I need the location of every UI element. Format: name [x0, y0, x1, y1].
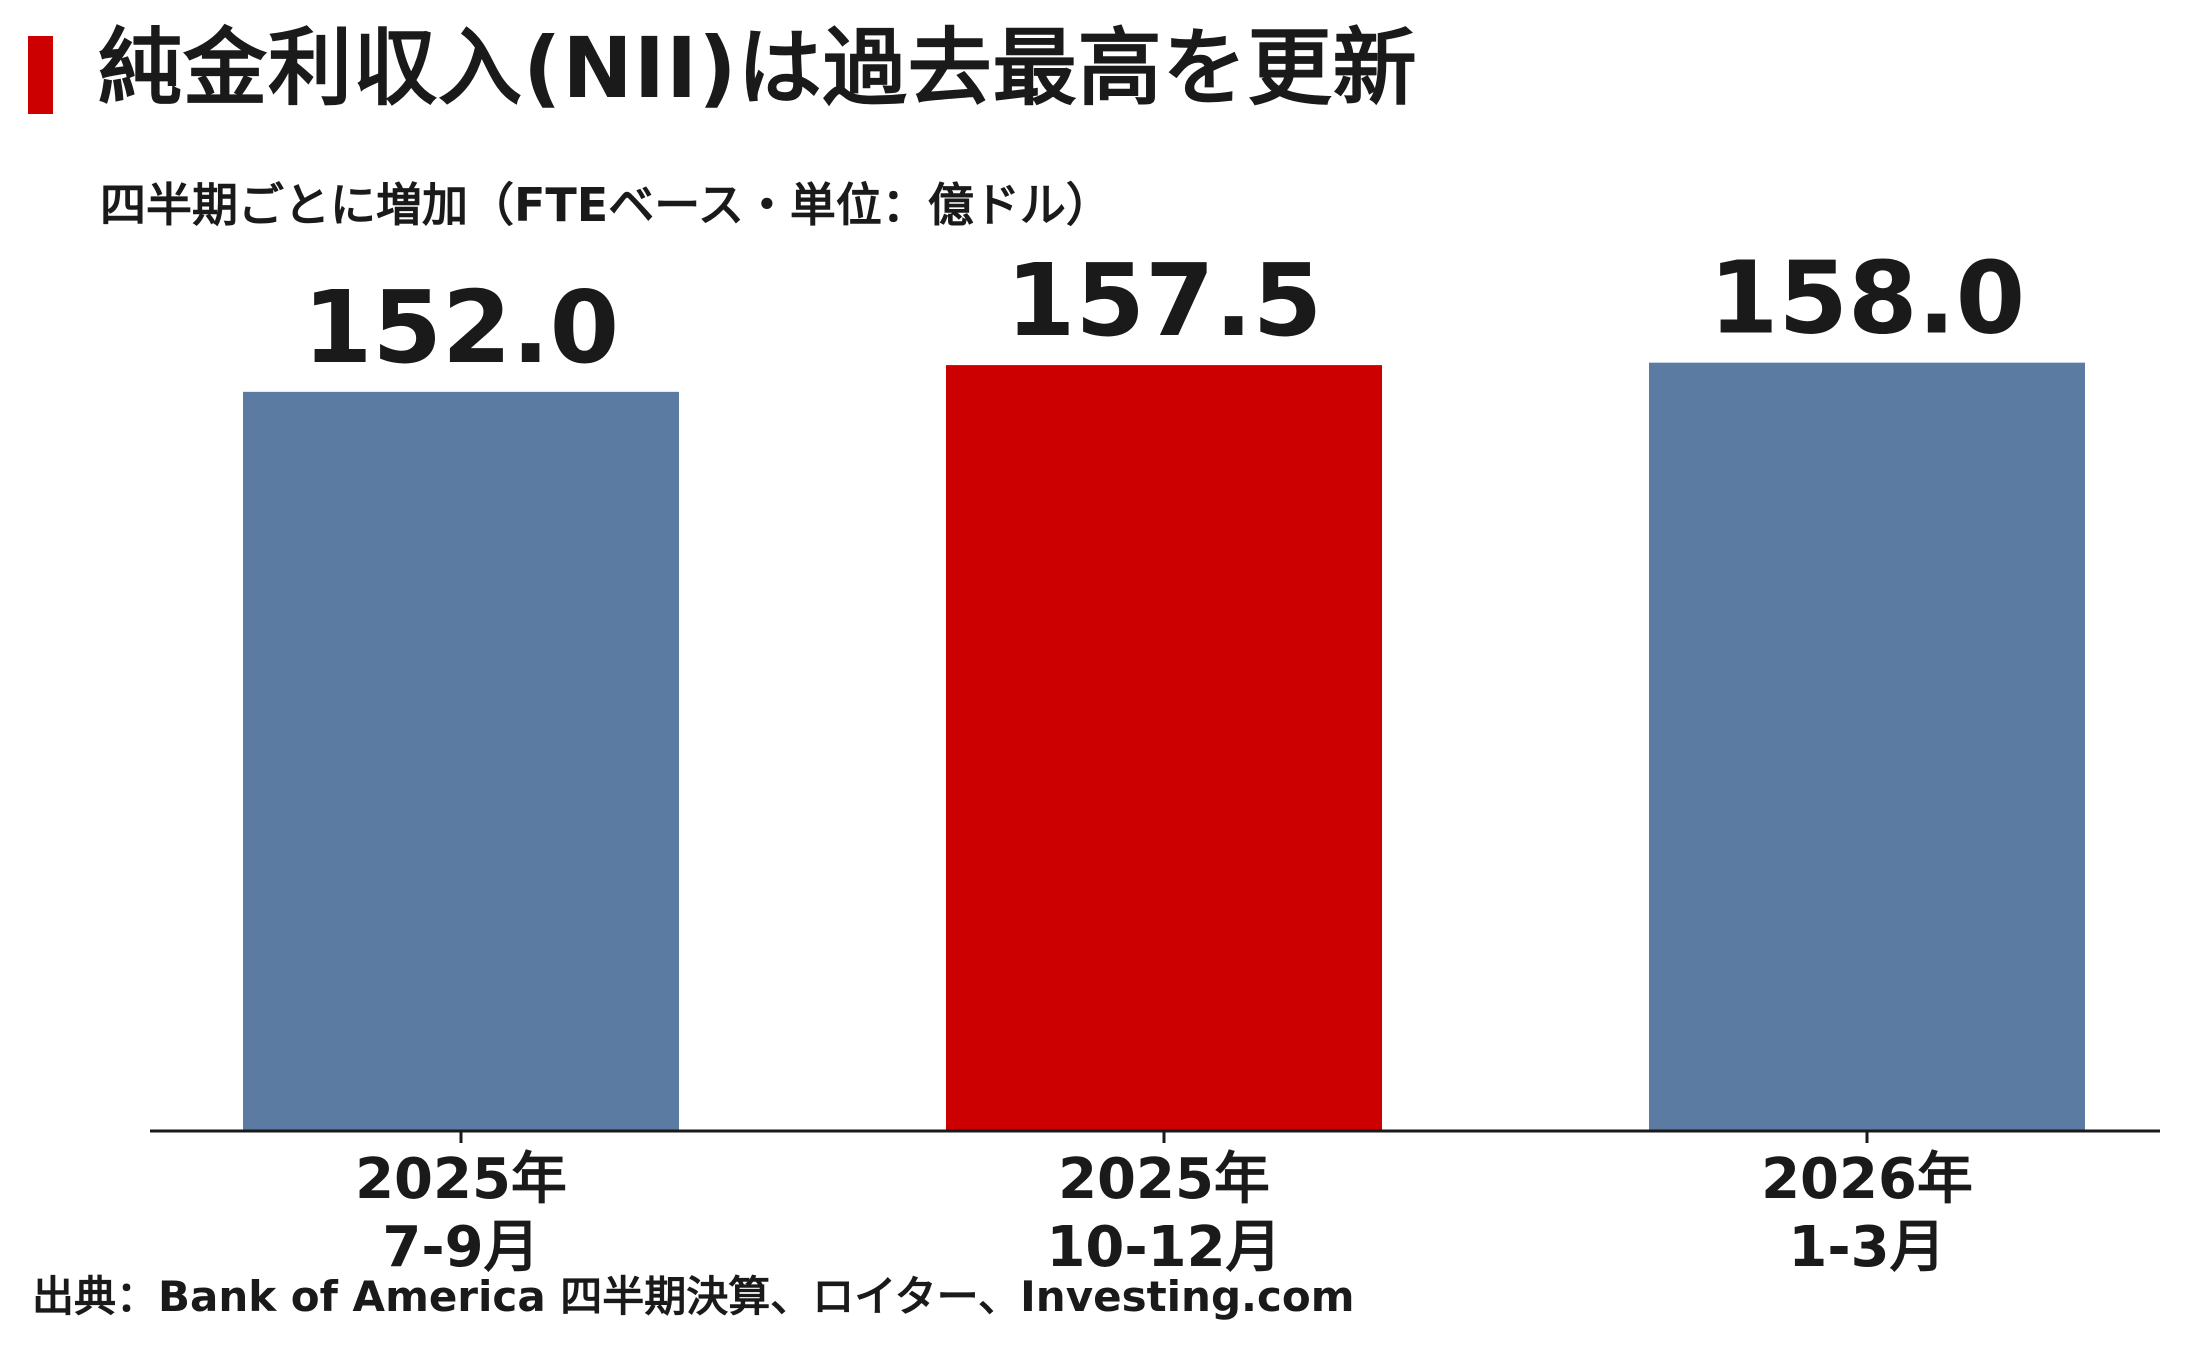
x-tick-label-1-line-0: 2025年 — [1058, 1147, 1270, 1212]
value-label-2: 158.0 — [1709, 240, 2025, 357]
x-tick-label-2-line-1: 1-3月 — [1788, 1215, 1945, 1280]
bars-group — [243, 362, 2085, 1132]
title-accent-bar — [28, 36, 53, 114]
source-note: 出典：Bank of America 四半期決算、ロイター、Investing.… — [32, 1272, 1355, 1321]
value-label-0: 152.0 — [303, 269, 619, 386]
bar-1 — [946, 365, 1382, 1132]
chart-title: 純金利収入(NII)は過去最高を更新 — [98, 19, 1418, 117]
x-tick-label-0: 2025年 7-9月 — [355, 1147, 567, 1280]
x-tick-label-1-line-1: 10-12月 — [1046, 1215, 1281, 1280]
chart-subtitle: 四半期ごとに増加（FTEベース・単位：億ドル） — [100, 178, 1112, 232]
bar-2 — [1649, 362, 2085, 1131]
value-label-1: 157.5 — [1006, 242, 1322, 359]
bar-0 — [243, 391, 679, 1131]
value-labels-group: 152.0 157.5 158.0 — [303, 240, 2025, 386]
x-tick-label-1: 2025年 10-12月 — [1046, 1147, 1281, 1280]
x-tick-label-0-line-1: 7-9月 — [382, 1215, 539, 1280]
x-tick-label-2-line-0: 2026年 — [1761, 1147, 1973, 1212]
x-ticks-group — [459, 1131, 1869, 1143]
x-tick-label-2: 2026年 1-3月 — [1761, 1147, 1973, 1280]
x-tick-label-0-line-0: 2025年 — [355, 1147, 567, 1212]
